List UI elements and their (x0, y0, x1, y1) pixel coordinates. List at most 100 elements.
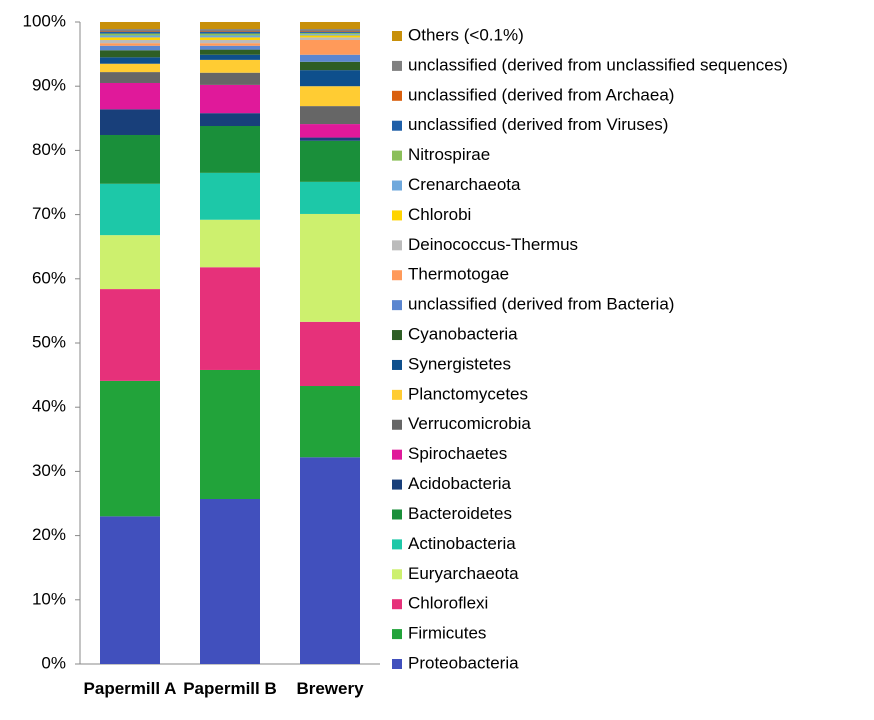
bar-segment (100, 45, 160, 51)
legend-label: unclassified (derived from unclassified … (408, 55, 788, 74)
legend-label: Crenarchaeota (408, 175, 521, 194)
bar-segment (100, 109, 160, 135)
legend-label: Cyanobacteria (408, 325, 518, 344)
legend-swatch (392, 569, 402, 580)
bar-segment (200, 35, 260, 38)
legend-swatch (392, 659, 402, 669)
y-tick-label: 90% (32, 76, 66, 95)
bar-segment (200, 84, 260, 114)
bar-segment (100, 134, 160, 184)
bar-segment (200, 31, 260, 34)
legend-label: unclassified (derived from Viruses) (408, 115, 668, 134)
bar-segment (100, 82, 160, 110)
bar-segment (100, 43, 160, 46)
bar-segment (100, 57, 160, 64)
bar-segment (300, 124, 360, 138)
y-tick-label: 30% (32, 461, 66, 480)
x-tick-label: Brewery (296, 679, 364, 698)
bar-segment (200, 39, 260, 44)
y-tick-label: 100% (23, 11, 66, 30)
bar-segment (300, 181, 360, 214)
bar-segment (100, 183, 160, 236)
legend-swatch (392, 389, 402, 400)
bar-segment (300, 137, 360, 141)
legend-label: Spirochaetes (408, 444, 507, 463)
y-tick-label: 50% (32, 332, 66, 351)
bar-segment (100, 380, 160, 517)
bar-segment (300, 54, 360, 62)
bar-segment (100, 31, 160, 34)
bar-segment (300, 140, 360, 182)
legend-swatch (392, 180, 402, 191)
bar-segment (300, 32, 360, 35)
bar-segment (300, 61, 360, 71)
y-tick-label: 10% (32, 589, 66, 608)
legend-label: Actinobacteria (408, 534, 516, 553)
legend-swatch (392, 120, 402, 131)
legend-swatch (392, 60, 402, 71)
bar-segment (300, 106, 360, 125)
bar-segment (200, 33, 260, 36)
bar-segment (200, 43, 260, 46)
bar-segment (100, 235, 160, 290)
bar-segment (200, 172, 260, 220)
bar-segment (300, 22, 360, 30)
bar-segment (100, 30, 160, 32)
bar-segment (100, 289, 160, 381)
bar-segment (300, 386, 360, 458)
y-tick-label: 80% (32, 140, 66, 159)
legend-label: Planctomycetes (408, 384, 528, 403)
bar-segment (200, 499, 260, 664)
legend-label: Euryarchaeota (408, 564, 519, 583)
legend-label: Chloroflexi (408, 594, 488, 613)
bar-segment (100, 33, 160, 36)
legend-label: Thermotogae (408, 265, 509, 284)
bar-segment (200, 59, 260, 73)
bar-segment (200, 369, 260, 500)
legend-swatch (392, 330, 402, 341)
legend-label: Others (<0.1%) (408, 25, 524, 44)
bar-segment (300, 213, 360, 322)
bar-segment (300, 34, 360, 36)
legend-swatch (392, 270, 402, 281)
bar-segment (200, 49, 260, 55)
bar-segment (100, 50, 160, 58)
legend-label: Deinococcus-Thermus (408, 235, 578, 254)
bar-segment (100, 39, 160, 44)
bar-segment (100, 63, 160, 73)
bar-segment (200, 37, 260, 40)
y-tick-label: 60% (32, 268, 66, 287)
legend-swatch (392, 240, 402, 251)
legend-swatch (392, 629, 402, 640)
legend-swatch (392, 599, 402, 610)
legend-label: Bacteroidetes (408, 504, 512, 523)
bar-segment (100, 22, 160, 30)
bar-segment (200, 72, 260, 85)
y-tick-label: 0% (41, 653, 66, 672)
legend-label: Proteobacteria (408, 653, 519, 672)
bar-segment (300, 70, 360, 87)
bar-segment (200, 45, 260, 50)
legend-swatch (392, 539, 402, 550)
bar-segment (300, 31, 360, 33)
legend-swatch (392, 359, 402, 370)
legend-swatch (392, 509, 402, 520)
legend-swatch (392, 419, 402, 430)
bar-segment (100, 35, 160, 38)
y-tick-label: 40% (32, 397, 66, 416)
bar-segment (100, 516, 160, 664)
legend-swatch (392, 479, 402, 490)
legend-label: Synergistetes (408, 354, 511, 373)
legend-label: Nitrospirae (408, 145, 490, 164)
bar-segment (300, 39, 360, 55)
bar-segment (200, 22, 260, 30)
legend-swatch (392, 210, 402, 221)
bar-segment (200, 29, 260, 31)
bar-segment (200, 113, 260, 127)
legend-label: unclassified (derived from Archaea) (408, 85, 674, 104)
bar-segment (100, 29, 160, 31)
bar-segment (300, 321, 360, 387)
bar-segment (300, 29, 360, 31)
